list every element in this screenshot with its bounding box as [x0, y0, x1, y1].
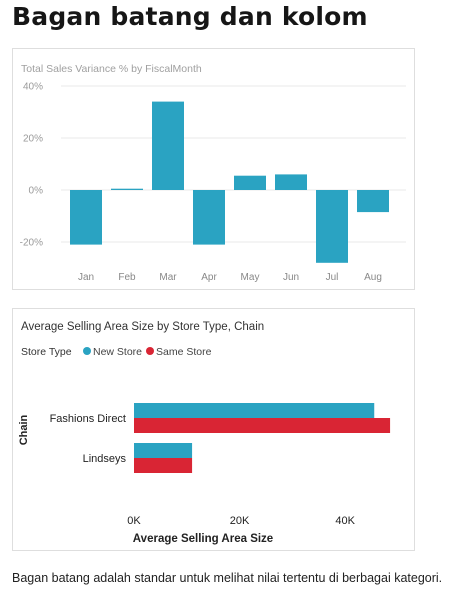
chart-title: Average Selling Area Size by Store Type,…	[21, 321, 264, 333]
x-tick-label: Mar	[159, 272, 177, 283]
x-tick-label: Aug	[364, 272, 382, 283]
bar-fashions-direct-new-store[interactable]	[134, 403, 375, 418]
selling-area-bar-chart: Average Selling Area Size by Store Type,…	[18, 321, 391, 545]
x-tick-label: Apr	[201, 272, 217, 283]
x-tick-label: 20K	[230, 515, 250, 527]
bar-lindseys-same-store[interactable]	[134, 458, 193, 473]
x-tick-label: 40K	[335, 515, 355, 527]
page-caption: Bagan batang adalah standar untuk meliha…	[12, 571, 443, 585]
bar-fashions-direct-same-store[interactable]	[134, 418, 391, 433]
bar-aug[interactable]	[357, 190, 389, 213]
bar-mar[interactable]	[152, 101, 184, 190]
x-tick-label: Jul	[326, 272, 339, 283]
bar-apr[interactable]	[193, 190, 225, 245]
y-tick-label: 20%	[23, 134, 43, 145]
page-title: Bagan batang dan kolom	[12, 2, 368, 31]
legend-title: Store Type	[21, 346, 72, 358]
x-tick-label: Jun	[283, 272, 299, 283]
x-tick-label: May	[241, 272, 260, 283]
bar-may[interactable]	[234, 175, 266, 190]
y-tick-label: 40%	[23, 82, 43, 93]
variance-column-chart: Total Sales Variance % by FiscalMonth 40…	[20, 63, 406, 283]
category-label: Fashions Direct	[50, 413, 126, 425]
chart-title: Total Sales Variance % by FiscalMonth	[21, 63, 202, 75]
category-label: Lindseys	[83, 453, 127, 465]
x-tick-label: 0K	[127, 515, 141, 527]
y-axis-label: Chain	[18, 414, 30, 445]
legend-entry[interactable]: Same Store	[156, 346, 212, 358]
legend-marker	[83, 347, 91, 355]
legend-entry[interactable]: New Store	[93, 346, 142, 358]
x-tick-label: Jan	[78, 272, 94, 283]
variance-chart-card[interactable]: Total Sales Variance % by FiscalMonth 40…	[12, 48, 415, 290]
x-tick-label: Feb	[118, 272, 136, 283]
y-tick-label: -20%	[20, 238, 43, 249]
bar-feb[interactable]	[111, 188, 143, 190]
bar-jun[interactable]	[275, 174, 307, 190]
y-tick-label: 0%	[29, 186, 44, 197]
selling-area-chart-card[interactable]: Average Selling Area Size by Store Type,…	[12, 308, 415, 551]
bar-jul[interactable]	[316, 190, 348, 263]
x-axis-label: Average Selling Area Size	[133, 533, 273, 545]
legend-marker	[146, 347, 154, 355]
bar-lindseys-new-store[interactable]	[134, 443, 193, 458]
bar-jan[interactable]	[70, 190, 102, 245]
